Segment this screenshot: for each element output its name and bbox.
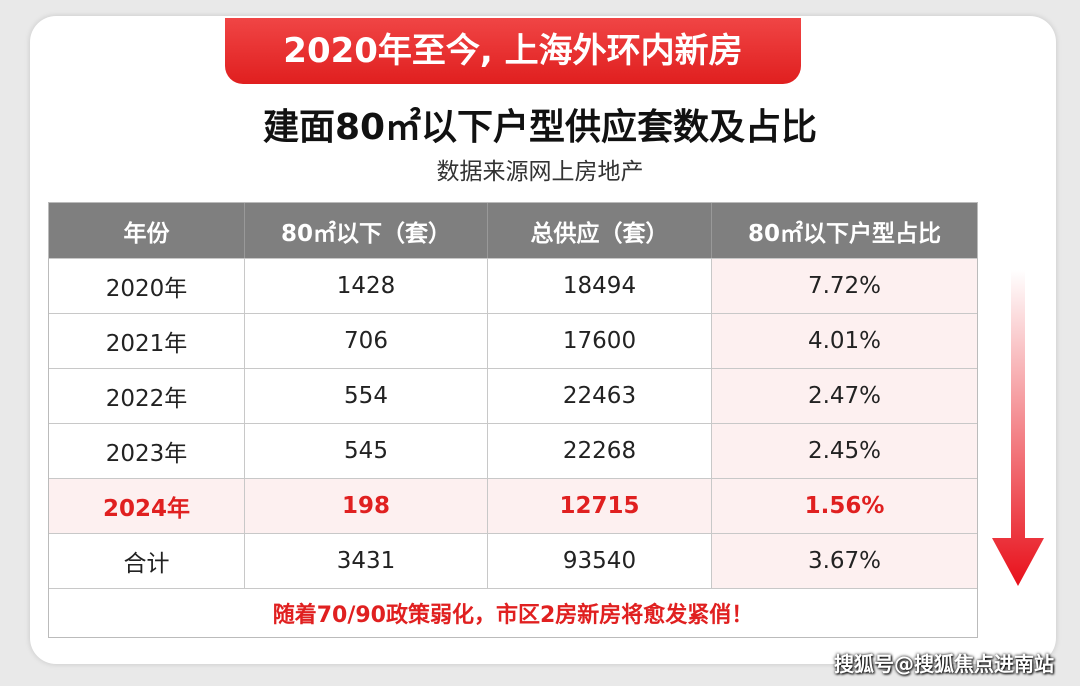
table-row: 合计 3431 93540 3.67% — [49, 533, 977, 588]
table-cell: 2024年 — [102, 496, 190, 522]
table-cell: 4.01% — [711, 314, 977, 368]
down-arrow — [992, 270, 1044, 586]
table-cell: 2022年 — [105, 386, 188, 412]
table-row: 2020年 1428 18494 7.72% — [49, 258, 977, 313]
table-cell: 706 — [244, 314, 487, 368]
header-cell: 80㎡以下户型占比 — [711, 203, 977, 258]
table: 年份 80㎡以下（套） 总供应（套） 80㎡以下户型占比 2020年 1428 18494 7… — [48, 202, 978, 638]
table-row: 2021年 706 17600 4.01% — [49, 313, 977, 368]
header-cell: 总供应（套） — [487, 203, 711, 258]
banner: 2020年至今, 上海外环内新房 — [225, 18, 801, 84]
table-row: 2023年 545 22268 2.45% — [49, 423, 977, 478]
table-cell: 2.47% — [711, 369, 977, 423]
table-cell: 198 — [244, 479, 487, 533]
table-cell: 合计 — [123, 551, 170, 577]
table-cell: 22268 — [487, 424, 711, 478]
table-cell: 17600 — [487, 314, 711, 368]
header-row: 年份 80㎡以下（套） 总供应（套） 80㎡以下户型占比 — [49, 203, 977, 258]
subtitle: 数据来源网上房地产 — [436, 159, 644, 185]
watermark: 搜狐号@搜狐焦点进南站 — [834, 652, 1054, 676]
table-cell: 2020年 — [105, 276, 188, 302]
table-cell: 2021年 — [105, 331, 188, 357]
table-cell: 3.67% — [711, 534, 977, 588]
table-cell: 7.72% — [711, 259, 977, 313]
header-cell: 年份 — [49, 203, 244, 258]
table-cell: 18494 — [487, 259, 711, 313]
table-cell: 1428 — [244, 259, 487, 313]
table-row: 2022年 554 22463 2.47% — [49, 368, 977, 423]
header-cell: 80㎡以下（套） — [244, 203, 487, 258]
table-cell: 2.45% — [711, 424, 977, 478]
title: 建面80㎡以下户型供应套数及占比 — [262, 107, 818, 148]
table-cell: 3431 — [244, 534, 487, 588]
footnote: 随着70/90政策弱化，市区2房新房将愈发紧俏！ — [49, 588, 977, 637]
table-cell: 1.56% — [711, 479, 977, 533]
table-cell: 93540 — [487, 534, 711, 588]
table-row: 2024年 198 12715 1.56% — [49, 478, 977, 533]
table-cell: 12715 — [487, 479, 711, 533]
table-cell: 2023年 — [105, 441, 188, 467]
table-cell: 554 — [244, 369, 487, 423]
table-cell: 22463 — [487, 369, 711, 423]
table-cell: 545 — [244, 424, 487, 478]
arrow-shape — [992, 270, 1044, 586]
